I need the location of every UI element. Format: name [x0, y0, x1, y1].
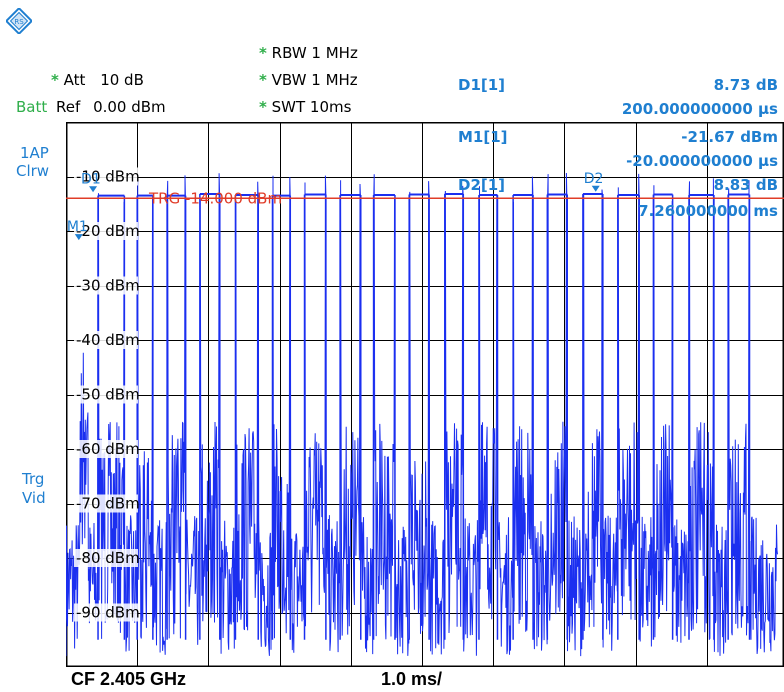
center-frequency: CF 2.405 GHz: [71, 669, 187, 689]
att-setting: * Att 10 dB: [51, 71, 144, 89]
trigger-mode-2: Vid: [22, 489, 46, 507]
batt-label: Batt: [16, 98, 48, 116]
d2-time: 7.260000000 ms: [638, 202, 778, 220]
y-tick-label: -50 dBm: [76, 386, 140, 404]
logo-icon: RS: [4, 6, 34, 38]
svg-text:RS: RS: [14, 18, 24, 26]
time-per-division: 1.0 ms/: [381, 669, 443, 689]
swt-text: SWT 10ms: [271, 98, 352, 116]
trace-mode-2: Clrw: [16, 162, 50, 180]
y-tick-label: -70 dBm: [76, 495, 140, 513]
d1-time: 200.000000000 µs: [621, 100, 778, 118]
y-tick-label: -80 dBm: [76, 549, 140, 567]
d2-label: D2[1]: [458, 176, 506, 194]
y-tick-label-bg: [74, 385, 138, 404]
d1-value: 8.73 dB: [713, 76, 778, 94]
d1-label: D1[1]: [458, 76, 506, 94]
y-tick-label: -20 dBm: [76, 222, 140, 240]
y-tick-label: -40 dBm: [76, 331, 140, 349]
att-value: 10 dB: [100, 71, 144, 89]
y-tick-label: -10 dBm: [76, 168, 140, 186]
ref-setting: Batt Ref 0.00 dBm: [16, 98, 166, 116]
y-tick-label-bg: [74, 549, 138, 567]
m1-value: -21.67 dBm: [681, 128, 778, 146]
plot-svg: TRG -14.000 dBm -10 dBm -20 dBm -30 dBm -40 …: [66, 122, 784, 667]
vbw-setting: * VBW 1 MHz: [259, 71, 358, 89]
y-tick-label: -60 dBm: [76, 440, 140, 458]
y-tick-label-bg: [74, 440, 138, 458]
ref-label: Ref: [56, 98, 81, 116]
spectrum-plot: TRG -14.000 dBm -10 dBm -20 dBm -30 dBm -40 …: [66, 122, 784, 667]
marker-d1-symbol: [89, 186, 98, 193]
y-tick-label-bg: [74, 167, 138, 186]
marker-m1-symbol: [74, 234, 83, 241]
marker-m1-label: M1: [67, 219, 88, 235]
y-tick-label-bg: [74, 222, 138, 240]
swt-star: *: [259, 98, 267, 116]
y-tick-label: -90 dBm: [76, 604, 140, 622]
m1-label: M1[1]: [458, 128, 508, 146]
y-tick-label-bg: [74, 494, 138, 513]
marker-d2-label: D2: [584, 171, 604, 187]
m1-time: -20.000000000 µs: [626, 152, 778, 170]
y-tick-label-bg: [74, 276, 138, 295]
marker-d1-label: D1: [81, 171, 101, 187]
ref-value: 0.00 dBm: [93, 98, 166, 116]
y-tick-label-bg: [74, 603, 138, 622]
spectrum-trace: [66, 172, 778, 657]
y-tick-label-bg: [74, 331, 138, 349]
trace-mode-1: 1AP: [20, 144, 49, 162]
d2-value: 8.83 dB: [713, 176, 778, 194]
vbw-text: VBW 1 MHz: [271, 71, 358, 89]
swt-setting: * SWT 10ms: [259, 98, 351, 116]
rbw-setting: * RBW 1 MHz: [259, 44, 358, 62]
trigger-mode-1: Trg: [22, 470, 45, 488]
rbw-star: *: [259, 44, 267, 62]
rbw-text: RBW 1 MHz: [271, 44, 358, 62]
trigger-label: TRG -14.000 dBm: [148, 189, 282, 207]
vbw-star: *: [259, 71, 267, 89]
marker-d2-symbol: [591, 185, 600, 192]
y-tick-label: -30 dBm: [76, 277, 140, 295]
att-star: *: [51, 71, 59, 89]
att-label: Att: [63, 71, 86, 89]
